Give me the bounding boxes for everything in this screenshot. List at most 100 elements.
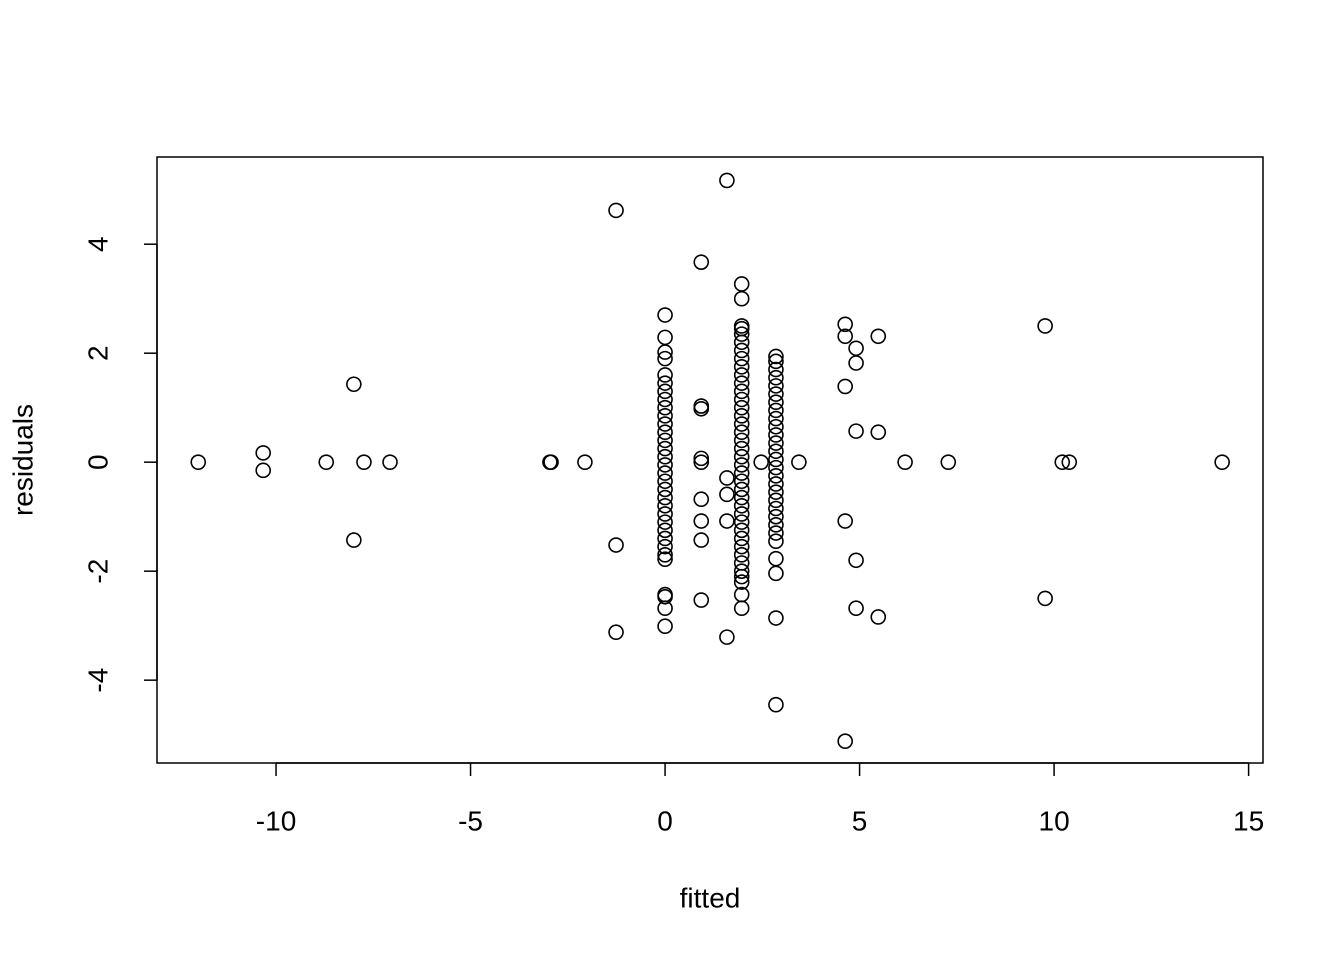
point: [768, 468, 784, 484]
point: [733, 375, 750, 391]
point: [693, 491, 710, 508]
y-tick-label: -2: [82, 559, 113, 584]
point: [657, 367, 673, 383]
point: [733, 359, 750, 375]
point: [255, 445, 272, 461]
x-tick-label: -10: [256, 805, 296, 836]
point: [733, 290, 750, 307]
point: [543, 454, 559, 470]
point: [657, 399, 673, 416]
point: [848, 552, 864, 569]
point: [733, 555, 750, 571]
point: [733, 574, 750, 590]
point: [837, 733, 853, 750]
point: [768, 386, 784, 402]
point: [657, 307, 673, 323]
point: [940, 454, 957, 470]
point: [768, 517, 784, 533]
point: [768, 459, 784, 476]
x-tick-label: -5: [458, 805, 483, 836]
point: [608, 537, 624, 553]
point: [693, 400, 710, 417]
point: [719, 470, 735, 486]
y-axis-label: residuals: [7, 404, 38, 516]
point: [719, 486, 735, 503]
point: [768, 402, 784, 419]
point: [753, 454, 769, 470]
point: [768, 410, 784, 427]
point: [768, 361, 784, 378]
point: [768, 550, 784, 567]
point: [693, 532, 710, 548]
point: [1214, 454, 1230, 470]
point: [897, 454, 913, 470]
point: [768, 378, 784, 394]
point: [657, 350, 673, 367]
point: [733, 457, 750, 473]
y-tick-label: 2: [82, 345, 113, 361]
point: [693, 513, 710, 529]
point: [733, 276, 750, 292]
point: [657, 522, 673, 539]
point: [768, 492, 784, 509]
point: [768, 451, 784, 468]
point: [719, 172, 735, 189]
point: [719, 629, 735, 645]
point: [255, 462, 272, 479]
point: [768, 418, 784, 435]
point: [848, 423, 864, 439]
point: [693, 450, 710, 467]
point: [733, 600, 750, 617]
point: [657, 489, 673, 506]
point: [719, 513, 735, 529]
point: [190, 454, 207, 470]
point: [733, 342, 750, 359]
point: [768, 610, 784, 626]
point: [346, 376, 362, 393]
point: [848, 340, 864, 357]
point: [768, 394, 784, 411]
point: [657, 588, 673, 605]
point: [768, 369, 784, 386]
point: [657, 448, 673, 465]
point: [657, 551, 673, 567]
point: [657, 329, 673, 346]
point: [768, 443, 784, 460]
point: [768, 696, 784, 713]
point: [837, 513, 853, 529]
point: [657, 432, 673, 449]
point: [768, 484, 784, 500]
plot-frame: [156, 156, 1264, 764]
point: [1037, 590, 1053, 607]
x-axis-label: fitted: [680, 882, 741, 913]
point: [657, 344, 673, 360]
point: [733, 383, 750, 400]
point: [768, 348, 784, 365]
point: [657, 391, 673, 408]
point: [733, 391, 750, 408]
point: [733, 448, 750, 465]
point: [837, 328, 853, 345]
point: [733, 530, 750, 547]
point: [848, 355, 864, 371]
point: [733, 350, 750, 367]
point: [733, 408, 750, 424]
point: [1037, 318, 1053, 334]
point: [733, 334, 750, 351]
point: [693, 592, 710, 608]
point: [657, 600, 673, 617]
point: [577, 454, 593, 470]
point: [1061, 454, 1078, 470]
point: [693, 254, 710, 270]
point: [733, 440, 750, 457]
point: [733, 326, 750, 342]
x-tick-label: 10: [1039, 805, 1070, 836]
point: [768, 533, 784, 549]
y-tick-label: 0: [82, 454, 113, 470]
point: [733, 416, 750, 432]
point: [870, 609, 887, 625]
point: [657, 497, 673, 514]
point: [657, 547, 673, 563]
